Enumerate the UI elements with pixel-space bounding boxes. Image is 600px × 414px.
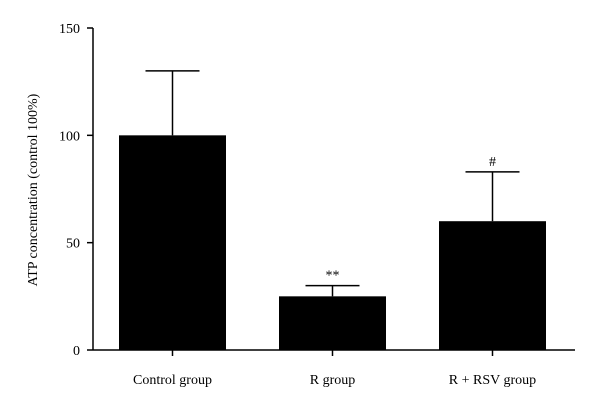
- y-tick-label: 100: [59, 129, 80, 144]
- bar: [119, 135, 226, 350]
- bar: [439, 221, 546, 350]
- bar: [279, 296, 386, 350]
- significance-label: #: [489, 155, 496, 170]
- labels: Control group ** R group # R + RSV group: [133, 155, 536, 388]
- y-tick-label: 50: [66, 237, 80, 252]
- y-tick-label: 0: [73, 344, 80, 359]
- y-tick-label: 150: [59, 22, 80, 37]
- x-tick-label: Control group: [133, 373, 212, 388]
- x-tick-label: R + RSV group: [449, 373, 536, 388]
- error-bars: [145, 70, 520, 297]
- significance-label: **: [326, 269, 340, 284]
- y-axis-label: ATP concentration (control 100%): [26, 93, 41, 286]
- x-tick-label: R group: [310, 373, 356, 388]
- bars: [119, 135, 546, 350]
